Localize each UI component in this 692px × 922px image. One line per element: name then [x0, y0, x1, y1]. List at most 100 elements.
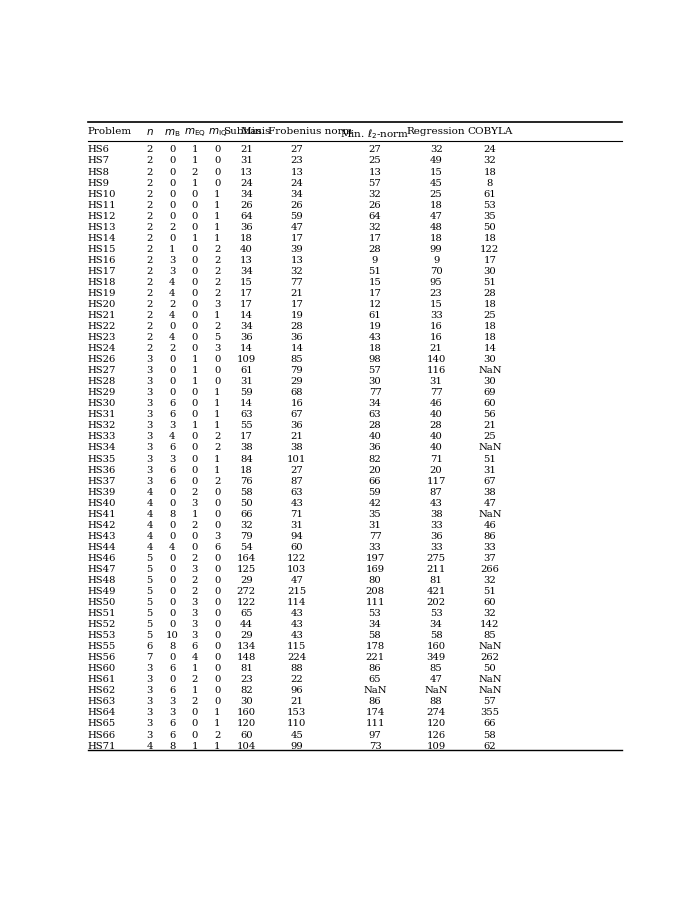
- Text: HS41: HS41: [88, 510, 116, 519]
- Text: 3: 3: [169, 421, 176, 431]
- Text: 421: 421: [426, 587, 446, 596]
- Text: 77: 77: [430, 388, 443, 397]
- Text: 95: 95: [430, 278, 443, 287]
- Text: 2: 2: [192, 587, 198, 596]
- Text: 0: 0: [169, 621, 176, 629]
- Text: 0: 0: [169, 521, 176, 530]
- Text: 174: 174: [365, 708, 385, 717]
- Text: 1: 1: [192, 366, 198, 375]
- Text: 0: 0: [169, 146, 176, 154]
- Text: 272: 272: [237, 587, 256, 596]
- Text: 0: 0: [214, 168, 221, 176]
- Text: 50: 50: [484, 664, 496, 673]
- Text: 24: 24: [240, 179, 253, 187]
- Text: 81: 81: [240, 664, 253, 673]
- Text: 2: 2: [147, 190, 153, 198]
- Text: 0: 0: [169, 598, 176, 607]
- Text: 3: 3: [147, 697, 153, 706]
- Text: HS60: HS60: [88, 664, 116, 673]
- Text: 5: 5: [147, 587, 153, 596]
- Text: 2: 2: [214, 289, 221, 298]
- Text: 70: 70: [430, 266, 443, 276]
- Text: 57: 57: [484, 697, 496, 706]
- Text: 18: 18: [483, 333, 496, 342]
- Text: 18: 18: [483, 168, 496, 176]
- Text: 211: 211: [426, 565, 446, 573]
- Text: HS11: HS11: [88, 201, 116, 209]
- Text: 2: 2: [147, 146, 153, 154]
- Text: 2: 2: [147, 344, 153, 353]
- Text: 2: 2: [147, 212, 153, 220]
- Text: 40: 40: [430, 410, 443, 420]
- Text: 3: 3: [214, 300, 221, 309]
- Text: 36: 36: [240, 223, 253, 231]
- Text: 62: 62: [484, 741, 496, 751]
- Text: HS18: HS18: [88, 278, 116, 287]
- Text: HS35: HS35: [88, 455, 116, 464]
- Text: 66: 66: [484, 719, 496, 728]
- Text: HS62: HS62: [88, 686, 116, 695]
- Text: 73: 73: [369, 741, 381, 751]
- Text: HS8: HS8: [88, 168, 109, 176]
- Text: 3: 3: [192, 609, 198, 618]
- Text: 7: 7: [147, 654, 153, 662]
- Text: 2: 2: [169, 300, 176, 309]
- Text: 0: 0: [192, 311, 198, 320]
- Text: 2: 2: [147, 300, 153, 309]
- Text: 60: 60: [484, 598, 496, 607]
- Text: 215: 215: [287, 587, 307, 596]
- Text: HS15: HS15: [88, 244, 116, 254]
- Text: 28: 28: [369, 244, 381, 254]
- Text: HS39: HS39: [88, 488, 116, 497]
- Text: 20: 20: [369, 466, 381, 475]
- Text: HS52: HS52: [88, 621, 116, 629]
- Text: 5: 5: [147, 565, 153, 573]
- Text: 42: 42: [369, 499, 381, 508]
- Text: 0: 0: [214, 565, 221, 573]
- Text: HS49: HS49: [88, 587, 116, 596]
- Text: 164: 164: [237, 554, 256, 563]
- Text: 8: 8: [486, 179, 493, 187]
- Text: 2: 2: [147, 333, 153, 342]
- Text: 208: 208: [365, 587, 385, 596]
- Text: 142: 142: [480, 621, 500, 629]
- Text: 2: 2: [147, 255, 153, 265]
- Text: 9: 9: [433, 255, 439, 265]
- Text: 4: 4: [147, 521, 153, 530]
- Text: HS30: HS30: [88, 399, 116, 408]
- Text: 197: 197: [365, 554, 385, 563]
- Text: 3: 3: [192, 565, 198, 573]
- Text: 0: 0: [214, 664, 221, 673]
- Text: 4: 4: [169, 311, 176, 320]
- Text: HS66: HS66: [88, 730, 116, 739]
- Text: HS71: HS71: [88, 741, 116, 751]
- Text: 109: 109: [426, 741, 446, 751]
- Text: 30: 30: [369, 377, 381, 386]
- Text: 13: 13: [290, 168, 303, 176]
- Text: 1: 1: [192, 664, 198, 673]
- Text: 1: 1: [192, 234, 198, 242]
- Text: 0: 0: [214, 697, 221, 706]
- Text: HS43: HS43: [88, 532, 116, 541]
- Text: 2: 2: [214, 443, 221, 453]
- Text: 94: 94: [290, 532, 303, 541]
- Text: 33: 33: [484, 543, 496, 552]
- Text: 60: 60: [291, 543, 303, 552]
- Text: 10: 10: [166, 632, 179, 640]
- Text: NaN: NaN: [478, 443, 502, 453]
- Text: 32: 32: [369, 223, 381, 231]
- Text: 125: 125: [237, 565, 256, 573]
- Text: 140: 140: [426, 355, 446, 364]
- Text: 34: 34: [369, 621, 381, 629]
- Text: 33: 33: [430, 521, 443, 530]
- Text: 2: 2: [214, 432, 221, 442]
- Text: 65: 65: [240, 609, 253, 618]
- Text: 0: 0: [169, 179, 176, 187]
- Text: 24: 24: [290, 179, 303, 187]
- Text: 14: 14: [240, 344, 253, 353]
- Text: 274: 274: [426, 708, 446, 717]
- Text: 2: 2: [147, 234, 153, 242]
- Text: 0: 0: [192, 466, 198, 475]
- Text: Problem: Problem: [88, 127, 131, 136]
- Text: 68: 68: [291, 388, 303, 397]
